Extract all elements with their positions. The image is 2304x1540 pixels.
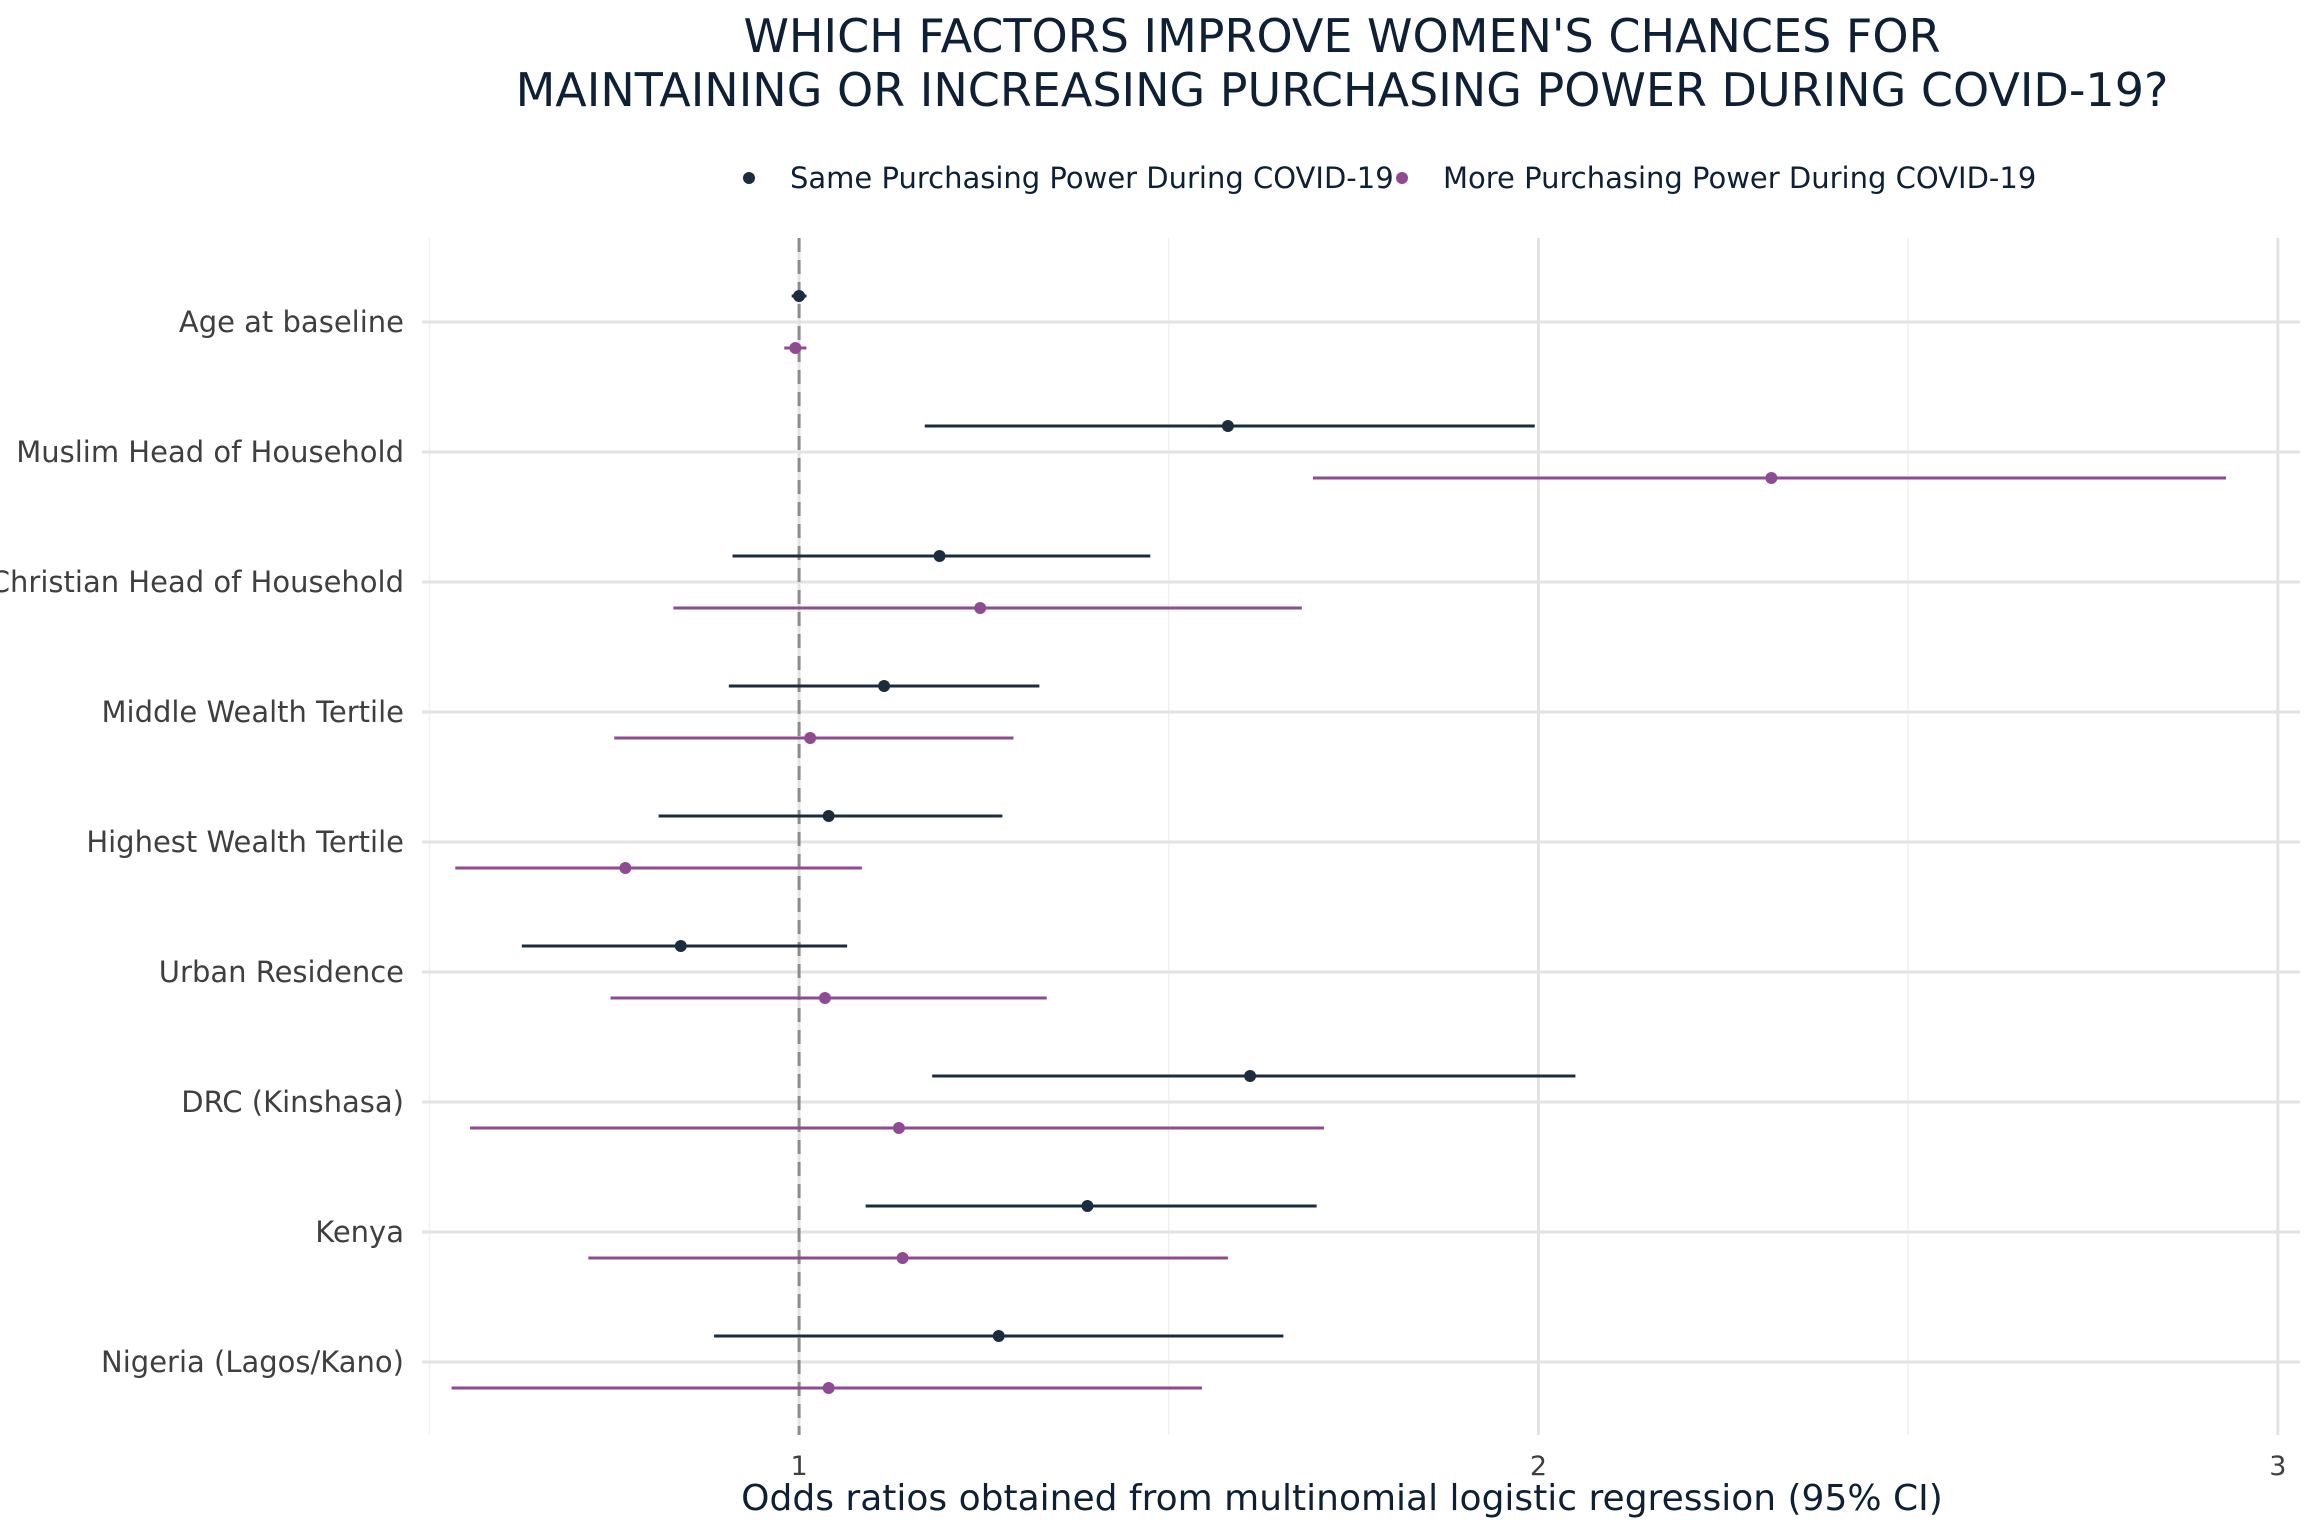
estimate-point — [674, 940, 687, 952]
estimate-point — [1765, 472, 1778, 484]
x-tick-label: 3 — [2269, 1451, 2286, 1482]
y-tick-label: Urban Residence — [159, 955, 404, 989]
legend-key — [743, 172, 755, 184]
chart-title-line-2: MAINTAINING OR INCREASING PURCHASING POW… — [516, 63, 2169, 117]
estimate-point — [933, 550, 946, 562]
estimate-point — [896, 1252, 909, 1264]
y-tick-label: Age at baseline — [179, 305, 404, 339]
estimate-point — [892, 1122, 905, 1134]
y-tick-label: Middle Wealth Tertile — [101, 695, 404, 729]
x-tick-label: 1 — [790, 1451, 807, 1482]
chart-title-line-1: WHICH FACTORS IMPROVE WOMEN'S CHANCES FO… — [743, 9, 1940, 63]
estimate-point — [1221, 420, 1234, 432]
legend: Same Purchasing Power During COVID-19 Mor… — [743, 161, 2036, 195]
x-axis: 1 2 3 — [790, 1451, 2286, 1482]
x-axis-label: Odds ratios obtained from multinomial lo… — [741, 1478, 1943, 1519]
estimate-point — [992, 1330, 1005, 1342]
chart-marks — [451, 290, 2227, 1394]
estimate-point — [789, 342, 802, 354]
y-tick-label: Christian Head of Household — [0, 565, 404, 599]
estimate-point — [822, 1382, 835, 1394]
grid — [422, 238, 2300, 1435]
y-tick-label: Kenya — [315, 1215, 404, 1249]
estimate-point — [793, 290, 806, 302]
x-tick-label: 2 — [1530, 1451, 1547, 1482]
legend-label: Same Purchasing Power During COVID-19 — [790, 161, 1394, 195]
y-tick-label: DRC (Kinshasa) — [181, 1085, 404, 1119]
y-axis: Age at baseline Muslim Head of Household C… — [0, 305, 404, 1379]
y-tick-label: Highest Wealth Tertile — [86, 825, 404, 859]
estimate-point — [974, 602, 987, 614]
legend-key — [1396, 172, 1408, 184]
estimate-point — [818, 992, 831, 1004]
y-tick-label: Muslim Head of Household — [16, 435, 404, 469]
y-tick-label: Nigeria (Lagos/Kano) — [101, 1345, 404, 1379]
estimate-point — [1244, 1070, 1257, 1082]
estimate-point — [822, 810, 835, 822]
estimate-point — [804, 732, 817, 744]
estimate-point — [878, 680, 891, 692]
estimate-point — [619, 862, 632, 874]
estimate-point — [1081, 1200, 1094, 1212]
legend-label: More Purchasing Power During COVID-19 — [1443, 161, 2036, 195]
